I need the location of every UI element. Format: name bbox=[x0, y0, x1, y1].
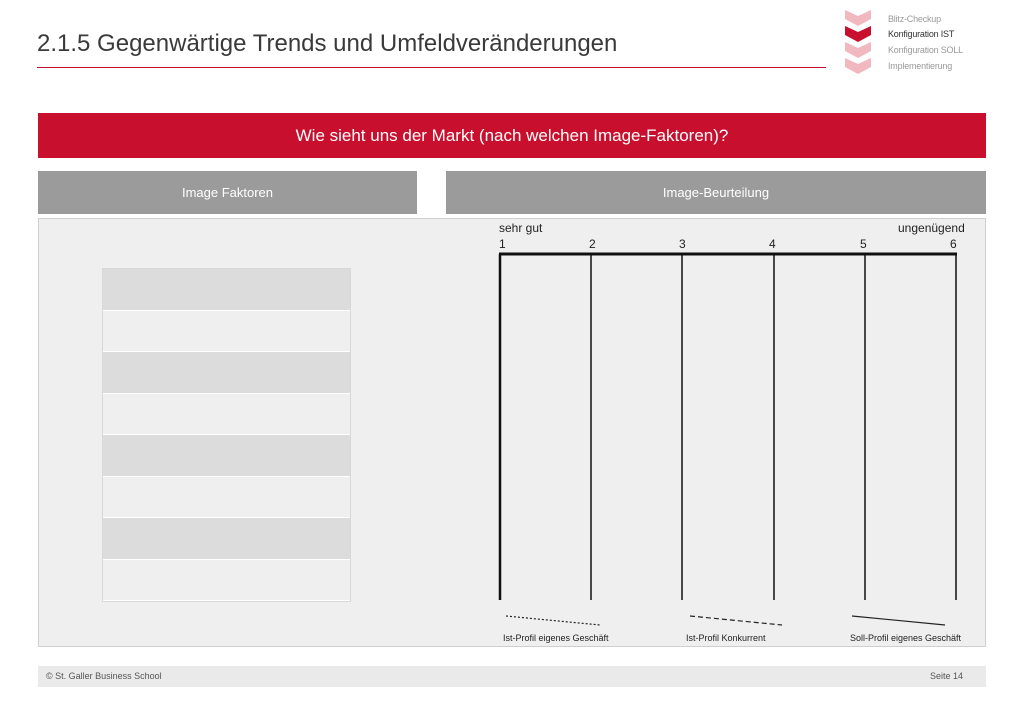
scale-low-label: sehr gut bbox=[499, 221, 543, 235]
legend-line-ist-konkurrent bbox=[689, 615, 783, 626]
factor-row bbox=[103, 310, 350, 352]
factor-row bbox=[103, 435, 350, 477]
factor-table bbox=[102, 268, 351, 602]
legend-label-ist-eigen: Ist-Profil eigenes Geschäft bbox=[503, 633, 609, 643]
scale-high-label: ungenügend bbox=[898, 221, 965, 235]
step-label-implementierung[interactable]: Implementierung bbox=[888, 61, 953, 71]
factor-row bbox=[103, 518, 350, 560]
image-factors-header-label: Image Faktoren bbox=[181, 185, 274, 200]
legend-line-soll-eigen bbox=[851, 615, 946, 626]
question-text: Wie sieht uns der Markt (nach welchen Im… bbox=[295, 125, 729, 145]
step-label-konfiguration-ist[interactable]: Konfiguration IST bbox=[888, 29, 955, 39]
scale-tick-label: 1 bbox=[499, 237, 506, 251]
footer-copyright: © St. Galler Business School bbox=[46, 671, 162, 681]
factor-row bbox=[103, 393, 350, 435]
footer-page-number: Seite 14 bbox=[930, 671, 964, 681]
legend-lines bbox=[505, 615, 946, 626]
factor-row bbox=[103, 476, 350, 518]
image-factors-header: Image Faktoren bbox=[38, 171, 417, 214]
legend-label-soll-eigen: Soll-Profil eigenes Geschäft bbox=[850, 633, 962, 643]
image-rating-header: Image-Beurteilung bbox=[446, 171, 986, 214]
step-chevron-icon bbox=[845, 10, 871, 26]
step-chevron-icon bbox=[845, 42, 871, 58]
factor-row bbox=[103, 352, 350, 394]
step-label-konfiguration-soll[interactable]: Konfiguration SOLL bbox=[888, 45, 963, 55]
question-banner: Wie sieht uns der Markt (nach welchen Im… bbox=[38, 113, 986, 158]
rating-scale-grid bbox=[498, 252, 957, 600]
factor-row bbox=[103, 559, 350, 601]
title-divider bbox=[37, 67, 826, 68]
footer-bar bbox=[38, 666, 986, 687]
legend-label-ist-konkurrent: Ist-Profil Konkurrent bbox=[686, 633, 766, 643]
scale-tick-label: 5 bbox=[860, 237, 867, 251]
step-chevron-icon bbox=[845, 26, 871, 42]
legend-line-ist-eigen bbox=[505, 615, 601, 626]
scale-tick-label: 2 bbox=[589, 237, 596, 251]
scale-tick-label: 6 bbox=[950, 237, 957, 251]
factor-row bbox=[103, 269, 350, 311]
page-title: 2.1.5 Gegenwärtige Trends und Umfeldverä… bbox=[37, 30, 618, 57]
image-rating-header-label: Image-Beurteilung bbox=[662, 185, 770, 200]
scale-tick-label: 3 bbox=[679, 237, 686, 251]
step-chevron-icon bbox=[845, 58, 871, 74]
step-label-blitz-checkup[interactable]: Blitz-Checkup bbox=[888, 14, 941, 24]
scale-tick-label: 4 bbox=[769, 237, 776, 251]
